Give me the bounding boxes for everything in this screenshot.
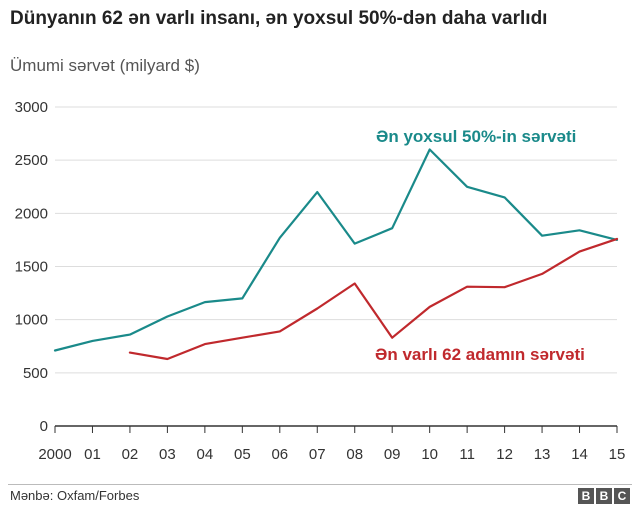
y-tick-label: 0 <box>40 418 48 435</box>
series-lines <box>53 148 619 361</box>
x-tick-label: 03 <box>159 446 176 463</box>
y-tick-label: 3000 <box>15 99 48 116</box>
x-tick-label: 05 <box>234 446 251 463</box>
x-tick-label: 09 <box>384 446 401 463</box>
series-line <box>53 148 619 352</box>
source-note: Mənbə: Oxfam/Forbes <box>10 488 140 503</box>
logo-letter: B <box>596 488 612 504</box>
y-tick-label: 1000 <box>15 312 48 329</box>
x-tick-label: 12 <box>496 446 513 463</box>
x-tick-label: 14 <box>571 446 588 463</box>
x-tick-label: 11 <box>459 446 475 463</box>
x-tick-label: 01 <box>84 446 101 463</box>
x-tick-label: 04 <box>197 446 214 463</box>
x-tick-label: 08 <box>346 446 363 463</box>
x-tick-label: 07 <box>309 446 326 463</box>
y-tick-label: 2000 <box>15 205 48 222</box>
x-tick-label: 06 <box>271 446 288 463</box>
x-tick-label: 10 <box>421 446 438 463</box>
chart-title: Dünyanın 62 ən varlı insanı, ən yoxsul 5… <box>10 8 548 29</box>
x-tick-label: 15 <box>609 446 626 463</box>
gridlines <box>55 106 617 374</box>
series-label: Ən yoxsul 50%-in sərvəti <box>376 127 576 146</box>
bbc-logo: B B C <box>578 488 630 504</box>
x-tick-label: 02 <box>122 446 139 463</box>
axes: 0 500 1000 1500 2000 2500 3000 2000 01 02 03 04 05 06… <box>15 99 626 463</box>
chart-subtitle: Ümumi sərvət (milyard $) <box>10 56 200 75</box>
logo-letter: B <box>578 488 594 504</box>
y-tick-label: 2500 <box>15 152 48 169</box>
y-tick-label: 500 <box>23 365 48 382</box>
y-tick-label: 1500 <box>15 259 48 276</box>
logo-letter: C <box>614 488 630 504</box>
series-line <box>128 237 619 361</box>
series-labels: Ən yoxsul 50%-in sərvəti Ən varlı 62 adam… <box>375 127 585 364</box>
x-tick-label: 13 <box>534 446 551 463</box>
footer-divider <box>8 484 632 485</box>
series-label: Ən varlı 62 adamın sərvəti <box>375 345 585 364</box>
x-tick-label: 2000 <box>38 446 71 463</box>
